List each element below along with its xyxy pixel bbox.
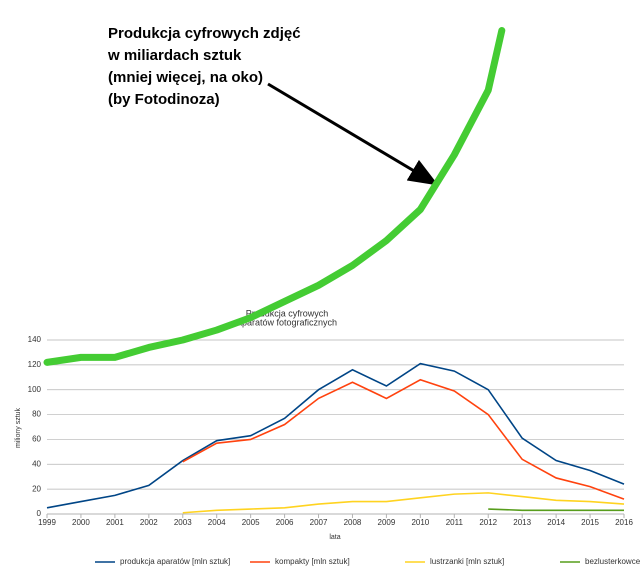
x-tick-label: 2013 xyxy=(513,518,531,527)
series-line xyxy=(182,378,625,500)
annotation-text: (by Fotodinoza) xyxy=(108,91,220,108)
y-axis-label: miliony sztuk xyxy=(15,407,22,448)
x-axis-label: lata xyxy=(329,534,340,541)
legend-label: produkcja aparatów [mln sztuk] xyxy=(120,557,230,566)
y-tick-label: 20 xyxy=(32,484,41,493)
x-tick-label: 1999 xyxy=(38,518,56,527)
x-tick-label: 2005 xyxy=(242,518,260,527)
x-tick-label: 2000 xyxy=(72,518,90,527)
annotation-text: Produkcja cyfrowych zdjęć xyxy=(108,25,301,42)
y-tick-label: 120 xyxy=(28,360,42,369)
y-tick-label: 0 xyxy=(37,509,42,518)
x-tick-label: 2002 xyxy=(140,518,158,527)
x-tick-label: 2016 xyxy=(615,518,633,527)
series-line xyxy=(488,508,624,512)
series-line xyxy=(46,362,625,509)
legend-label: kompakty [mln sztuk] xyxy=(275,557,350,566)
x-tick-label: 2006 xyxy=(276,518,294,527)
y-tick-label: 140 xyxy=(28,335,42,344)
series-line xyxy=(182,492,625,514)
x-tick-label: 2015 xyxy=(581,518,599,527)
y-tick-label: 60 xyxy=(32,435,41,444)
x-tick-label: 2003 xyxy=(174,518,192,527)
y-tick-label: 40 xyxy=(32,459,41,468)
x-tick-label: 2014 xyxy=(547,518,565,527)
y-tick-label: 100 xyxy=(28,385,42,394)
x-tick-label: 2004 xyxy=(208,518,226,527)
annotation-text: w miliardach sztuk xyxy=(107,47,242,64)
legend-label: bezlusterkowce [mln sztuk] xyxy=(585,557,640,566)
x-tick-label: 2008 xyxy=(344,518,362,527)
y-tick-label: 80 xyxy=(32,410,41,419)
x-tick-label: 2010 xyxy=(411,518,429,527)
legend-label: lustrzanki [mln sztuk] xyxy=(430,557,504,566)
chart-title: aparatów fotograficznych xyxy=(237,317,337,327)
chart-title: Produkcja cyfrowych xyxy=(246,308,329,318)
x-tick-label: 2001 xyxy=(106,518,124,527)
x-tick-label: 2009 xyxy=(378,518,396,527)
arrow xyxy=(267,82,439,186)
x-tick-label: 2012 xyxy=(479,518,497,527)
x-tick-label: 2007 xyxy=(310,518,328,527)
annotation-text: (mniej więcej, na oko) xyxy=(108,69,263,86)
x-tick-label: 2011 xyxy=(446,518,464,527)
overlay-curve xyxy=(43,27,506,366)
